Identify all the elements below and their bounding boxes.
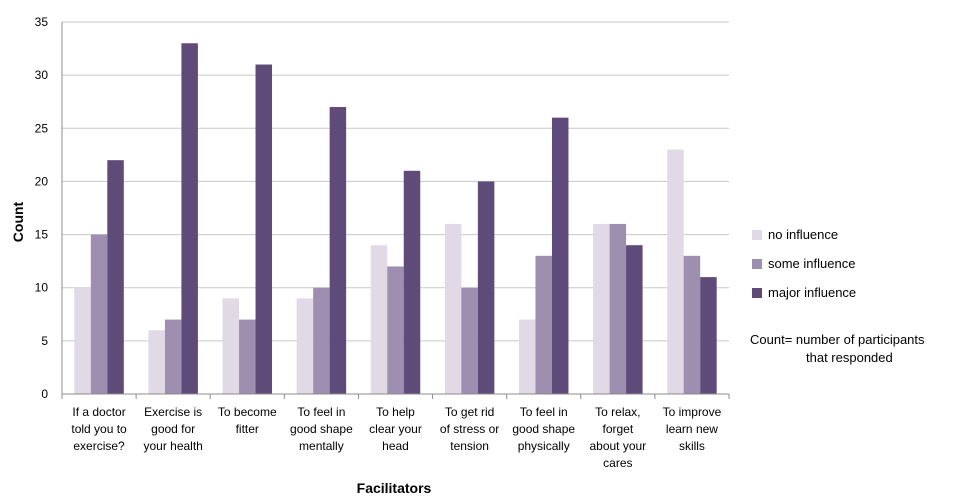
gridlines: [62, 21, 729, 342]
bar: [164, 319, 182, 394]
y-tick-label: 35: [35, 15, 49, 29]
bar: [148, 330, 165, 394]
bar: [90, 234, 108, 394]
y-tick-label: 0: [41, 387, 48, 401]
x-tick-label: Exercise is good for your health: [143, 405, 202, 453]
bar: [609, 223, 627, 394]
bar: [461, 287, 478, 394]
legend: no influence some influence major influe…: [752, 226, 856, 313]
y-tick-label: 20: [35, 174, 49, 188]
bar: [683, 255, 701, 394]
bar: [387, 266, 404, 394]
bar: [700, 277, 717, 394]
note-line: that responded: [806, 350, 893, 365]
bar: [329, 107, 347, 395]
bar: [181, 43, 198, 394]
y-tick-label: 25: [35, 121, 49, 135]
bar: [477, 181, 495, 394]
legend-item-no-influence: no influence: [752, 226, 856, 243]
chart-note: Count= number of participants that respo…: [750, 331, 958, 367]
bar: [403, 170, 421, 394]
x-tick-label: To feel in good shape physically: [512, 405, 575, 453]
legend-item-some-influence: some influence: [752, 255, 856, 272]
bar: [107, 160, 124, 394]
y-tick-label: 5: [41, 334, 48, 348]
bar: [255, 64, 273, 394]
legend-swatch: [752, 258, 762, 269]
note-line: Count= number of participants: [750, 332, 925, 347]
bar: [370, 245, 388, 394]
bar: [535, 255, 552, 394]
x-tick-label: If a doctor told you to exercise?: [71, 405, 127, 453]
x-tick-label: To relax, forget about your cares: [589, 405, 646, 470]
legend-swatch: [752, 229, 762, 240]
bar: [551, 117, 569, 395]
bar: [518, 319, 536, 394]
x-tick-label: To become fitter: [218, 405, 277, 436]
x-tick-label: To improve learn new skills: [663, 405, 722, 453]
legend-swatch: [752, 287, 762, 298]
x-axis-label: Facilitators: [357, 480, 432, 496]
legend-item-major-influence: major influence: [752, 284, 856, 301]
x-tick-label: To help clear your head: [369, 405, 422, 453]
legend-label: no influence: [768, 227, 839, 242]
bar: [222, 298, 240, 394]
bar: [593, 223, 610, 394]
bar: [239, 319, 256, 394]
bars: [74, 43, 717, 395]
bar: [444, 223, 462, 394]
bar: [667, 149, 684, 394]
y-tick-label: 30: [35, 68, 49, 82]
axes: 0 5 10 15 20 25 30 35 If a doctor told you to exer…: [35, 15, 730, 470]
legend-label: major influence: [768, 285, 857, 300]
y-tick-label: 10: [35, 281, 49, 295]
y-axis-label: Count: [10, 201, 26, 242]
bar: [313, 287, 330, 394]
bar: [626, 245, 643, 394]
y-tick-label: 15: [35, 228, 49, 242]
x-tick-label: To get rid of stress or tension: [440, 405, 499, 453]
bar: [296, 298, 314, 394]
bar: [74, 287, 91, 394]
x-tick-label: To feel in good shape mentally: [290, 405, 353, 453]
legend-label: some influence: [768, 256, 856, 271]
